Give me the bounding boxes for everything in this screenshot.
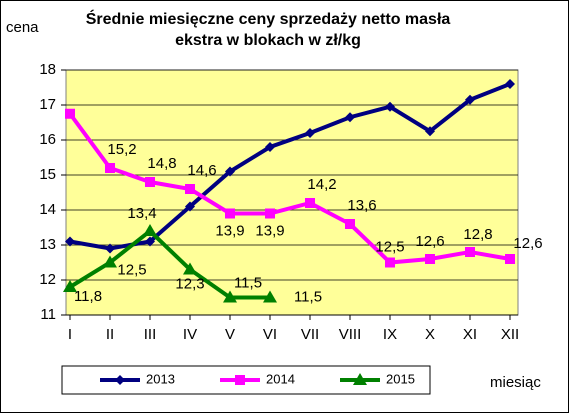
y-tick-label: 11 bbox=[40, 306, 56, 323]
data-label: 14,8 bbox=[147, 155, 176, 172]
data-point bbox=[265, 208, 275, 219]
legend-label: 2014 bbox=[266, 371, 295, 386]
data-point bbox=[105, 163, 115, 173]
x-tick-label: VII bbox=[301, 326, 319, 343]
y-tick-label: 18 bbox=[39, 61, 56, 78]
legend-label: 2013 bbox=[146, 371, 175, 386]
data-label: 13,9 bbox=[255, 222, 284, 239]
data-point bbox=[465, 247, 475, 257]
data-label: 12,6 bbox=[415, 233, 444, 250]
x-tick-label: VIII bbox=[339, 326, 362, 343]
x-tick-label: VI bbox=[263, 326, 277, 343]
data-point bbox=[185, 201, 195, 212]
data-label: 14,6 bbox=[187, 162, 216, 179]
data-label: 12,5 bbox=[117, 261, 146, 278]
data-point bbox=[425, 254, 435, 264]
x-tick-label: IV bbox=[183, 326, 197, 343]
x-tick-label: IX bbox=[383, 326, 397, 343]
data-point bbox=[505, 79, 515, 89]
data-point bbox=[465, 94, 475, 105]
data-label: 12,6 bbox=[513, 235, 542, 252]
data-point bbox=[345, 219, 355, 229]
x-tick-label: XI bbox=[463, 326, 477, 343]
data-label: 12,8 bbox=[463, 226, 492, 243]
data-point bbox=[65, 108, 75, 119]
y-tick-label: 14 bbox=[39, 201, 56, 218]
data-point bbox=[305, 128, 315, 138]
data-point bbox=[225, 166, 235, 177]
data-point bbox=[143, 224, 157, 236]
data-point bbox=[425, 126, 435, 137]
data-point bbox=[305, 198, 315, 208]
data-point bbox=[145, 177, 155, 187]
x-tick-label: II bbox=[106, 326, 114, 343]
legend-label: 2015 bbox=[386, 371, 415, 386]
legend-marker bbox=[235, 375, 245, 385]
data-point bbox=[225, 208, 235, 219]
data-point bbox=[103, 255, 117, 268]
y-tick-label: 17 bbox=[39, 96, 56, 113]
chart-title: Średnie miesięczne ceny sprzedaży netto … bbox=[86, 9, 451, 28]
legend-marker bbox=[353, 373, 367, 385]
data-label: 14,2 bbox=[307, 176, 336, 193]
y-tick-label: 15 bbox=[39, 166, 56, 183]
chart-title: ekstra w blokach w zł/kg bbox=[175, 32, 361, 49]
y-axis-label: cena bbox=[6, 19, 39, 36]
data-label: 11,8 bbox=[74, 288, 102, 305]
data-point bbox=[145, 236, 155, 247]
data-point bbox=[345, 112, 355, 123]
x-tick-label: III bbox=[144, 326, 157, 343]
data-point bbox=[63, 280, 77, 292]
x-tick-label: XII bbox=[501, 326, 519, 343]
legend-marker bbox=[115, 375, 125, 385]
data-point bbox=[385, 101, 395, 112]
data-label: 13,6 bbox=[347, 197, 376, 214]
data-point bbox=[183, 262, 197, 275]
y-tick-label: 16 bbox=[39, 131, 56, 148]
data-label: 13,4 bbox=[127, 205, 156, 222]
x-tick-label: X bbox=[425, 326, 435, 343]
data-label: 15,2 bbox=[107, 141, 136, 158]
data-point bbox=[65, 236, 75, 247]
data-point bbox=[385, 257, 395, 268]
data-point bbox=[223, 290, 237, 303]
data-label: 13,9 bbox=[215, 222, 244, 239]
y-tick-label: 12 bbox=[39, 271, 56, 288]
data-point bbox=[505, 254, 515, 264]
data-point bbox=[263, 290, 277, 303]
data-label: 12,3 bbox=[175, 275, 204, 292]
series-line bbox=[68, 112, 511, 265]
x-axis-label: miesiąc bbox=[490, 374, 541, 391]
y-tick-label: 13 bbox=[39, 236, 56, 253]
data-label: 11,5 bbox=[294, 288, 322, 305]
series-line bbox=[69, 82, 511, 251]
x-tick-label: V bbox=[225, 326, 235, 343]
data-point bbox=[105, 243, 115, 254]
data-label: 12,5 bbox=[375, 238, 404, 255]
data-label: 11,5 bbox=[234, 274, 262, 291]
series-line bbox=[68, 228, 270, 300]
x-tick-label: I bbox=[68, 326, 72, 343]
data-point bbox=[185, 184, 195, 194]
data-point bbox=[265, 142, 275, 152]
